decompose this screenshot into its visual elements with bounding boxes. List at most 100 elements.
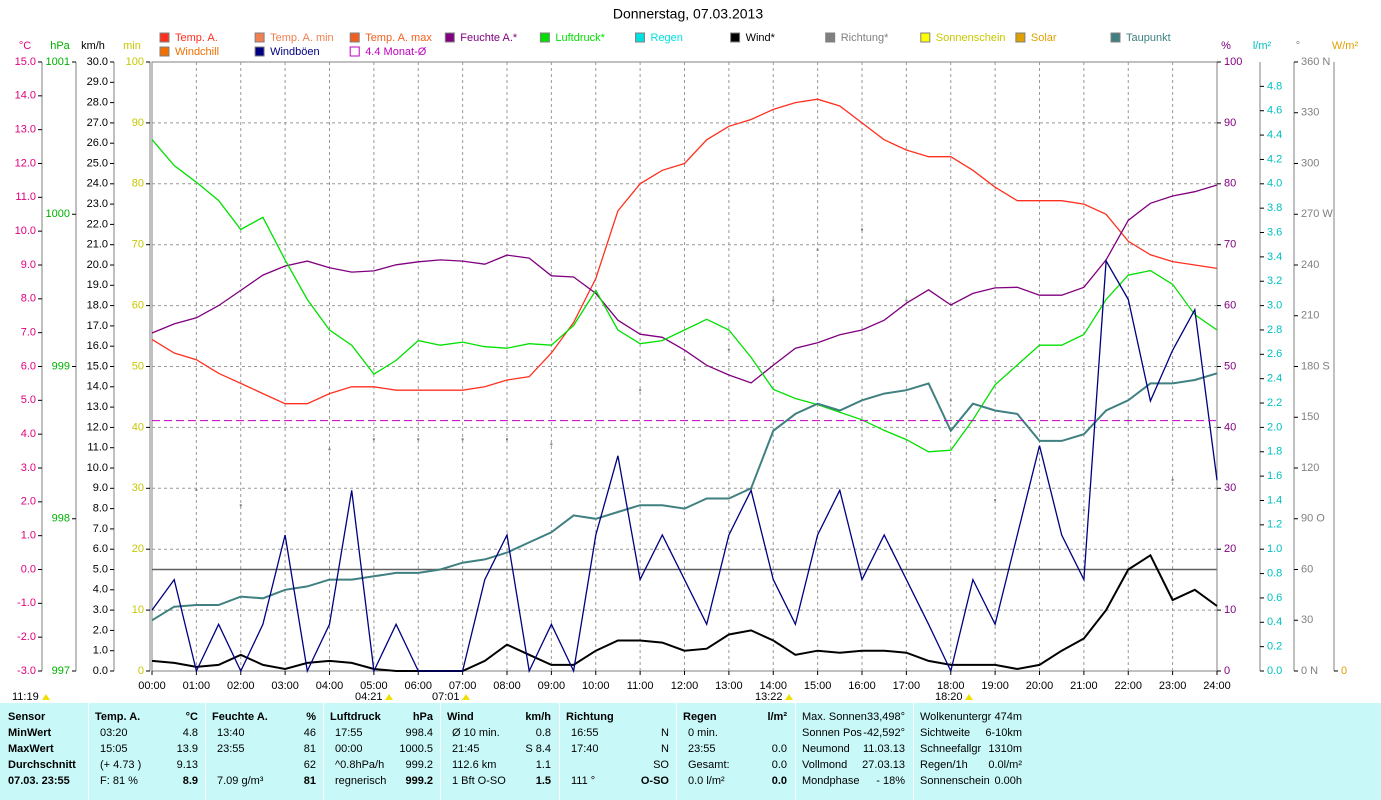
cell-label: 0.0 l/m² xyxy=(688,775,725,787)
y-tick-label: 0 xyxy=(138,665,144,677)
cell-label: Schneefallgr xyxy=(920,743,982,755)
cell-label: 7.09 g/m³ xyxy=(217,775,264,787)
cell-label: Vollmond xyxy=(802,759,848,771)
annotation: 18:20 xyxy=(935,691,963,703)
dot xyxy=(683,358,686,361)
x-tick-label: 23:00 xyxy=(1159,680,1187,692)
y-tick-label: 1.6 xyxy=(1267,470,1282,482)
y-tick-label: 30.0 xyxy=(87,56,108,68)
cell-value: 81 xyxy=(303,775,316,787)
y-tick-label: 7.0 xyxy=(93,523,108,535)
cell-value: 81 xyxy=(303,743,316,755)
y-tick-label: 2.2 xyxy=(1267,397,1282,409)
series-line xyxy=(151,184,1218,384)
legend-label: Solar xyxy=(1031,32,1057,44)
cell-value: 0.00h xyxy=(994,775,1022,787)
legend-swatch xyxy=(159,46,170,57)
cell-value: -42,592° xyxy=(863,727,905,739)
x-tick-label: 01:00 xyxy=(183,680,211,692)
y-tick-label: 2.8 xyxy=(1267,324,1282,336)
series-line xyxy=(151,372,1218,622)
sun-marker xyxy=(965,694,973,700)
cell-label: 23:55 xyxy=(217,743,245,755)
y-tick-label: 0.2 xyxy=(1267,641,1282,653)
cell-value: 999.2 xyxy=(405,775,433,787)
y-tick-label: 27.0 xyxy=(87,117,108,129)
block-header: Wind xyxy=(447,711,474,723)
block-unit: % xyxy=(306,711,316,723)
y-tick-label: 0.4 xyxy=(1267,616,1282,628)
y-tick-label: 1001 xyxy=(46,56,70,68)
y-tick-label: 80 xyxy=(132,178,144,190)
cell-value: 6-10km xyxy=(985,727,1022,739)
separator xyxy=(559,703,560,800)
y-tick-label: -2.0 xyxy=(17,631,36,643)
y-tick-label: 11.0 xyxy=(87,442,108,454)
legend-swatch xyxy=(539,32,550,43)
y-tick-label: 20.0 xyxy=(87,259,108,271)
dot xyxy=(1171,478,1174,481)
dot xyxy=(1082,509,1085,512)
dot xyxy=(905,299,908,302)
y-tick-label: 0.0 xyxy=(1267,665,1282,677)
y-tick-label: 70 xyxy=(132,239,144,251)
y-tick-label: 90 xyxy=(132,117,144,129)
y-tick-label: 24.0 xyxy=(87,178,108,190)
cell-label: 0 min. xyxy=(688,727,718,739)
y-tick-label: 15.0 xyxy=(87,360,108,372)
cell-label: Durchschnitt xyxy=(8,759,76,771)
cell-label: 16:55 xyxy=(571,727,599,739)
cell-label: Neumond xyxy=(802,743,850,755)
cell-label: 17:40 xyxy=(571,743,599,755)
cell-value: 474m xyxy=(994,711,1022,723)
cell-label: 07.03. 23:55 xyxy=(8,775,70,787)
y-tick-label: 1.0 xyxy=(93,645,108,657)
legend-label: Feuchte A.* xyxy=(460,32,518,44)
x-tick-label: 22:00 xyxy=(1114,680,1142,692)
y-tick-label: 3.0 xyxy=(21,462,36,474)
cell-label: Ø 10 min. xyxy=(452,727,500,739)
axis-title: W/m² xyxy=(1332,40,1359,52)
y-tick-label: 3.6 xyxy=(1267,226,1282,238)
legend-label: Windchill xyxy=(175,46,219,58)
y-tick-label: 6.0 xyxy=(21,360,36,372)
cell-value: 1310m xyxy=(988,743,1022,755)
y-tick-label: 20 xyxy=(1224,543,1236,555)
cell-value: N xyxy=(661,727,669,739)
y-tick-label: 26.0 xyxy=(87,137,108,149)
y-tick-label: 0.8 xyxy=(1267,567,1282,579)
y-tick-label: 22.0 xyxy=(87,218,108,230)
y-tick-label: 30 xyxy=(1224,482,1236,494)
annotation: 07:01 xyxy=(432,691,460,703)
sun-marker xyxy=(42,694,50,700)
cell-label: Sonnenschein xyxy=(920,775,990,787)
separator xyxy=(795,703,796,800)
legend-swatch xyxy=(920,32,931,43)
cell-value: 13.9 xyxy=(176,743,198,755)
summary-panel: Sensor MinWert MaxWert Durchschnitt 07.03. 2… xyxy=(0,703,1381,800)
y-tick-label: 7.0 xyxy=(21,327,36,339)
y-tick-label: 20 xyxy=(132,543,144,555)
legend-swatch xyxy=(730,32,741,43)
y-tick-label: 4.0 xyxy=(21,428,36,440)
block-header: Luftdruck xyxy=(330,711,381,723)
y-tick-label: 5.0 xyxy=(93,563,108,575)
dot xyxy=(506,438,508,441)
x-tick-label: 02:00 xyxy=(227,680,255,692)
dot xyxy=(727,348,730,351)
block-header: Feuchte A. xyxy=(212,711,268,723)
block-unit: hPa xyxy=(412,711,433,723)
y-tick-label: 11.0 xyxy=(15,191,36,203)
legend-swatch xyxy=(1110,32,1121,43)
cell-value: 8.9 xyxy=(182,775,198,787)
block-unit: km/h xyxy=(525,711,551,723)
y-tick-label: 9.0 xyxy=(93,482,108,494)
sun-marker xyxy=(385,694,393,700)
cell-value: 0.0 xyxy=(771,775,787,787)
y-tick-label: 28.0 xyxy=(87,97,108,109)
cell-label: Regen/1h xyxy=(920,759,968,771)
y-tick-label: 1.8 xyxy=(1267,446,1282,458)
cell-label: Sonnen Pos xyxy=(802,727,862,739)
legend-label: Wind* xyxy=(746,32,776,44)
